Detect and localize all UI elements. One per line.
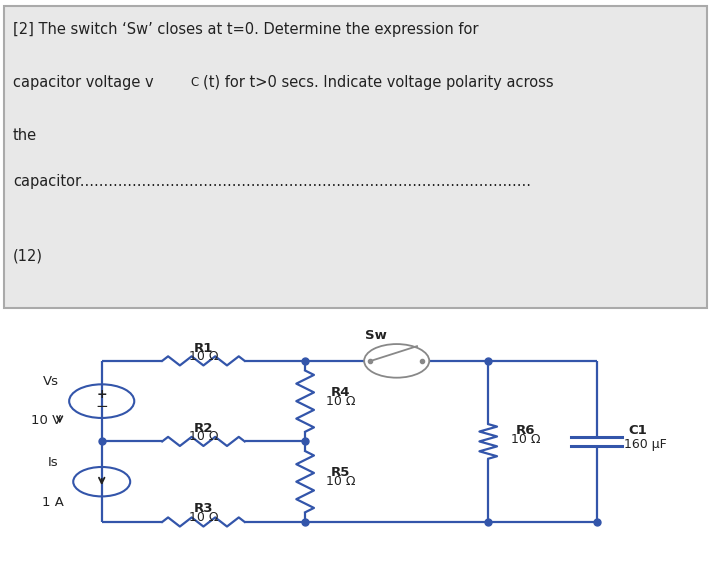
- Text: 160 μF: 160 μF: [624, 438, 667, 451]
- Text: R4: R4: [330, 386, 350, 399]
- Text: 10 Ω: 10 Ω: [325, 475, 355, 488]
- Text: (t) for t>0 secs. Indicate voltage polarity across: (t) for t>0 secs. Indicate voltage polar…: [203, 75, 553, 90]
- Text: capacitor.......................................................................: capacitor...............................…: [13, 174, 531, 189]
- Text: C: C: [191, 77, 199, 89]
- Text: R2: R2: [194, 421, 213, 435]
- Text: Is: Is: [48, 456, 58, 469]
- Text: 10 V: 10 V: [31, 414, 61, 427]
- Text: the: the: [13, 127, 37, 143]
- Text: R6: R6: [515, 424, 535, 437]
- Text: 1 A: 1 A: [42, 496, 64, 509]
- Text: (12): (12): [13, 249, 43, 264]
- Text: 10 Ω: 10 Ω: [189, 511, 218, 524]
- Text: R5: R5: [330, 467, 350, 480]
- Text: capacitor voltage v: capacitor voltage v: [13, 75, 154, 90]
- FancyBboxPatch shape: [4, 6, 707, 308]
- Text: R3: R3: [194, 502, 213, 515]
- Text: R1: R1: [194, 342, 213, 355]
- Text: Vs: Vs: [43, 375, 59, 388]
- Text: C1: C1: [628, 424, 646, 437]
- Text: +: +: [96, 388, 107, 401]
- Text: 10 Ω: 10 Ω: [325, 395, 355, 408]
- Text: [2] The switch ‘Sw’ closes at t=0. Determine the expression for: [2] The switch ‘Sw’ closes at t=0. Deter…: [13, 22, 478, 37]
- Text: Sw: Sw: [365, 329, 387, 342]
- Text: 10 Ω: 10 Ω: [189, 431, 218, 443]
- Text: 10 Ω: 10 Ω: [189, 350, 218, 363]
- Text: 10 Ω: 10 Ω: [511, 433, 540, 446]
- Text: −: −: [95, 399, 108, 414]
